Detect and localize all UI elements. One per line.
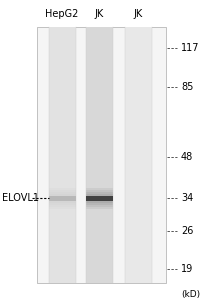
Text: 48: 48: [181, 152, 193, 162]
Text: 19: 19: [181, 264, 193, 274]
Bar: [85, 188, 113, 209]
Bar: [85, 196, 113, 201]
Bar: [48, 190, 76, 207]
Bar: [48, 188, 76, 209]
Bar: [85, 194, 113, 203]
Text: JK: JK: [95, 9, 104, 19]
Text: (kD): (kD): [181, 290, 200, 299]
Bar: [125, 26, 152, 283]
Bar: [85, 26, 113, 283]
Text: HepG2: HepG2: [45, 9, 79, 19]
Bar: [85, 190, 113, 207]
Text: 26: 26: [181, 226, 193, 236]
Text: ELOVL1: ELOVL1: [2, 194, 39, 203]
Bar: [48, 194, 76, 203]
Text: JK: JK: [134, 9, 143, 19]
Text: 117: 117: [181, 43, 199, 53]
Bar: [48, 196, 76, 201]
Bar: [37, 26, 166, 283]
Bar: [85, 192, 113, 205]
Text: 85: 85: [181, 82, 193, 92]
Bar: [48, 26, 76, 283]
Text: 34: 34: [181, 194, 193, 203]
Bar: [48, 192, 76, 205]
